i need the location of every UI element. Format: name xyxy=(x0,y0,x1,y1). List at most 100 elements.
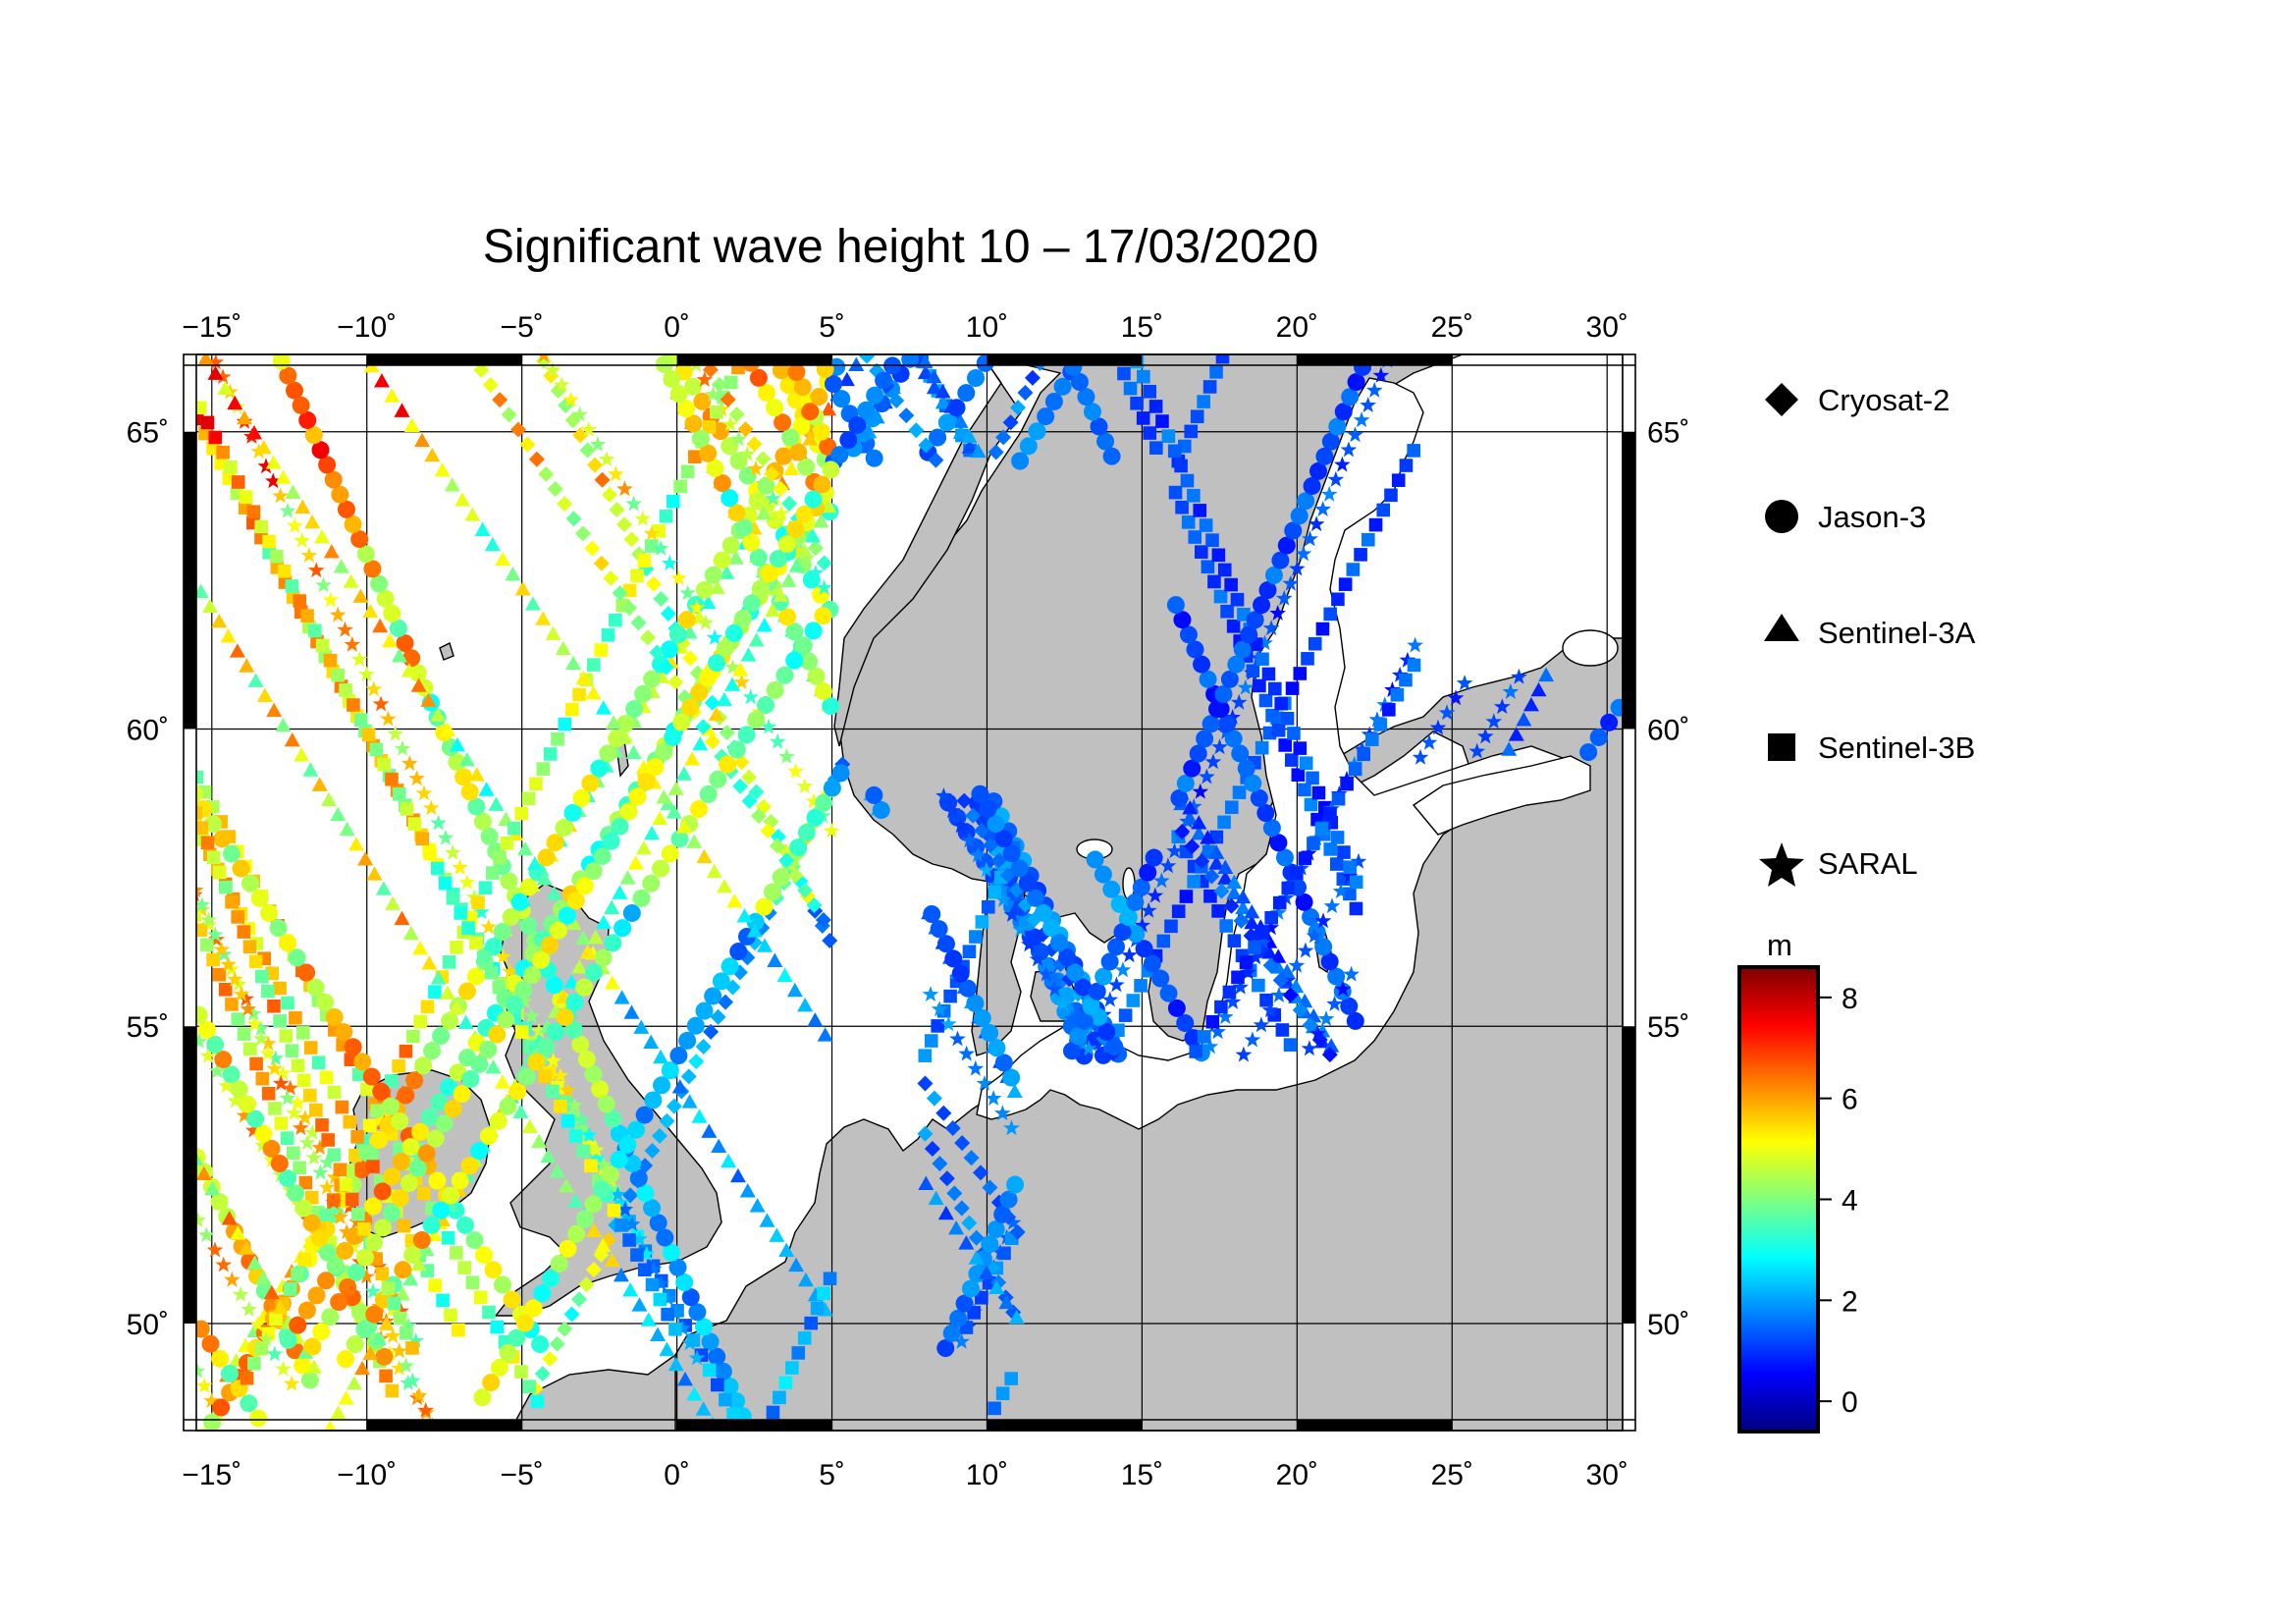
observation-mark xyxy=(343,1114,357,1129)
observation-mark xyxy=(339,1177,353,1192)
observation-mark xyxy=(1309,1025,1326,1042)
observation-mark xyxy=(559,1178,575,1193)
observation-mark xyxy=(708,1347,726,1366)
observation-mark xyxy=(644,1091,663,1109)
observation-mark xyxy=(350,1303,369,1322)
observation-mark xyxy=(457,1014,474,1030)
observation-mark xyxy=(540,1148,557,1163)
observation-mark xyxy=(414,432,431,448)
observation-mark xyxy=(956,792,973,809)
observation-mark xyxy=(601,628,615,642)
observation-mark xyxy=(778,852,795,869)
observation-mark xyxy=(733,674,750,690)
observation-mark xyxy=(668,1258,687,1276)
observation-mark xyxy=(1354,548,1367,562)
observation-mark xyxy=(1289,560,1306,576)
observation-mark xyxy=(389,619,407,637)
observation-mark xyxy=(1096,432,1115,451)
observation-mark xyxy=(402,649,421,668)
observation-mark xyxy=(1145,848,1163,867)
observation-mark xyxy=(356,545,375,564)
observation-mark xyxy=(196,1005,208,1024)
observation-mark xyxy=(1224,993,1242,1009)
observation-mark xyxy=(320,791,337,806)
observation-mark xyxy=(1223,897,1240,914)
observation-mark xyxy=(412,940,429,955)
observation-mark xyxy=(1199,518,1213,532)
observation-mark xyxy=(943,989,957,1003)
observation-mark xyxy=(639,629,656,646)
observation-mark xyxy=(484,965,499,980)
observation-mark xyxy=(1357,747,1371,762)
observation-mark xyxy=(1323,1038,1340,1053)
observation-mark xyxy=(352,1161,371,1179)
observation-mark xyxy=(734,518,753,537)
observation-mark xyxy=(1295,893,1313,911)
observation-mark xyxy=(196,821,209,835)
legend-item-saral: SARAL xyxy=(1759,842,1918,887)
observation-mark xyxy=(664,728,682,746)
observation-mark xyxy=(319,1208,334,1222)
lon-tick-label: −10˚ xyxy=(337,1459,397,1491)
observation-mark xyxy=(706,459,724,477)
observation-mark xyxy=(622,1187,639,1204)
frame-bar xyxy=(1297,354,1453,365)
observation-mark xyxy=(391,1111,409,1130)
observation-mark xyxy=(1244,774,1262,792)
observation-mark xyxy=(400,663,417,677)
observation-mark xyxy=(1265,708,1279,723)
observation-mark xyxy=(719,725,735,741)
observation-mark xyxy=(326,1168,344,1185)
observation-mark xyxy=(948,1220,965,1235)
observation-mark xyxy=(1038,965,1055,982)
observation-mark xyxy=(584,1159,598,1173)
observation-mark xyxy=(1240,963,1256,980)
observation-mark xyxy=(350,651,368,667)
observation-mark xyxy=(1176,1013,1195,1032)
observation-mark xyxy=(454,492,471,507)
observation-mark xyxy=(630,568,644,583)
observation-mark xyxy=(1167,444,1182,459)
observation-mark xyxy=(571,1291,588,1308)
observation-mark xyxy=(220,955,237,972)
observation-mark xyxy=(773,587,789,603)
observation-mark xyxy=(283,1375,300,1391)
observation-mark xyxy=(1360,397,1376,412)
observation-mark xyxy=(378,1316,395,1330)
observation-mark xyxy=(1282,987,1299,1003)
diamond-icon xyxy=(1765,383,1798,416)
observation-mark xyxy=(370,1330,387,1345)
observation-mark xyxy=(423,846,437,861)
observation-mark xyxy=(859,354,876,364)
observation-mark xyxy=(197,1020,216,1039)
observation-mark xyxy=(795,505,814,523)
observation-mark xyxy=(417,1401,434,1418)
observation-mark xyxy=(424,447,441,462)
observation-mark xyxy=(935,1105,952,1121)
observation-mark xyxy=(208,1062,226,1079)
observation-mark xyxy=(681,698,700,717)
observation-mark xyxy=(788,558,805,572)
observation-mark xyxy=(358,666,375,682)
observation-mark xyxy=(619,802,638,821)
observation-mark xyxy=(848,356,865,371)
observation-mark xyxy=(458,752,475,767)
observation-mark xyxy=(772,868,790,887)
observation-mark xyxy=(514,981,533,1000)
observation-mark xyxy=(1069,1027,1088,1046)
observation-mark xyxy=(305,1359,322,1374)
observation-mark xyxy=(1373,718,1388,731)
observation-mark xyxy=(1258,693,1273,708)
observation-mark xyxy=(245,424,262,440)
observation-mark xyxy=(959,979,978,998)
observation-mark xyxy=(764,883,782,901)
observation-mark xyxy=(613,1267,629,1282)
observation-mark xyxy=(623,1216,641,1232)
observation-mark xyxy=(512,1104,529,1118)
observation-mark xyxy=(1338,577,1353,591)
observation-mark xyxy=(206,1241,224,1258)
observation-mark xyxy=(275,717,292,732)
observation-mark xyxy=(428,1171,447,1190)
observation-mark xyxy=(1237,678,1255,695)
observation-mark xyxy=(686,1386,703,1401)
